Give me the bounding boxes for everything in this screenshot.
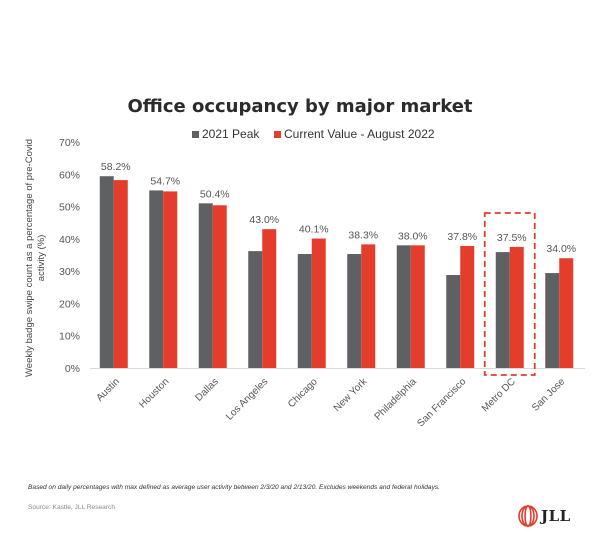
bar-peak-2021-austin xyxy=(99,176,114,368)
x-tick-label: Austin xyxy=(94,376,121,403)
y-tick-label: 50% xyxy=(59,202,80,214)
y-axis-ticks: 0% 10% 20% 30% 40% 50% 60% 70% xyxy=(59,137,80,375)
bar-peak-2021-los-angeles xyxy=(248,251,263,368)
source-note: Source: Kastle, JLL Research xyxy=(28,504,115,511)
bar-current-2022-metro-dc xyxy=(509,246,524,368)
y-axis-label-line-1: Weekly badge swipe count as a percentage… xyxy=(24,139,35,377)
chart: Office occupancy by major market 2021 Pe… xyxy=(24,96,585,430)
bar-peak-2021-san-francisco xyxy=(446,275,461,368)
data-label: 54.7% xyxy=(150,175,180,187)
data-label: 38.3% xyxy=(348,229,378,241)
chart-title: Office occupancy by major market xyxy=(127,96,472,117)
bars xyxy=(99,176,574,368)
data-label: 37.5% xyxy=(497,232,527,244)
y-axis-label-line-2: activity (%) xyxy=(36,235,47,281)
legend: 2021 Peak Current Value - August 2022 xyxy=(192,127,435,141)
data-label: 43.0% xyxy=(249,214,279,226)
y-tick-label: 40% xyxy=(59,234,80,246)
data-label: 34.0% xyxy=(546,243,576,255)
footnote: Based on daily percentages with max defi… xyxy=(28,484,441,491)
data-label: 37.8% xyxy=(447,231,477,243)
x-tick-label: Houston xyxy=(137,376,171,410)
legend-swatch-0 xyxy=(192,131,199,138)
x-tick-label: Metro DC xyxy=(480,376,518,414)
bar-current-2022-philadelphia xyxy=(410,245,425,368)
x-tick-label: Philadelphia xyxy=(373,376,420,423)
data-label: 58.2% xyxy=(101,161,131,173)
x-tick-label: New York xyxy=(332,376,370,414)
bar-peak-2021-dallas xyxy=(198,203,213,368)
y-tick-label: 0% xyxy=(65,363,80,375)
jll-logo-icon xyxy=(518,505,538,527)
bar-peak-2021-san-jose xyxy=(545,273,560,368)
y-axis-label: Weekly badge swipe count as a percentage… xyxy=(24,139,47,377)
bar-current-2022-houston xyxy=(163,191,178,368)
bar-current-2022-san-jose xyxy=(559,258,574,368)
legend-label-0: 2021 Peak xyxy=(202,127,260,141)
bar-current-2022-new-york xyxy=(361,244,376,368)
data-label: 38.0% xyxy=(398,230,428,242)
y-tick-label: 10% xyxy=(59,331,80,343)
legend-label-1: Current Value - August 2022 xyxy=(284,127,435,141)
bar-current-2022-dallas xyxy=(212,205,227,368)
highlight-box xyxy=(483,212,536,376)
y-tick-label: 70% xyxy=(59,137,80,149)
y-tick-label: 20% xyxy=(59,298,80,310)
x-axis-ticks: Austin Houston Dallas Los Angeles Chicago New… xyxy=(94,376,567,430)
bar-peak-2021-new-york xyxy=(347,254,362,368)
y-tick-label: 30% xyxy=(59,266,80,278)
x-tick-label: San Jose xyxy=(530,376,568,414)
bar-peak-2021-metro-dc xyxy=(495,252,510,368)
x-tick-label: San Francisco xyxy=(415,376,468,429)
logo-text: JLL xyxy=(541,507,571,525)
bar-current-2022-san-francisco xyxy=(460,245,475,368)
bar-current-2022-chicago xyxy=(311,238,326,368)
y-tick-label: 60% xyxy=(59,169,80,181)
x-tick-label: Dallas xyxy=(193,376,220,403)
x-tick-label: Chicago xyxy=(286,376,320,410)
data-label: 50.4% xyxy=(200,188,230,200)
data-label: 40.1% xyxy=(299,224,329,236)
bar-peak-2021-chicago xyxy=(297,254,312,368)
bar-current-2022-austin xyxy=(113,180,128,368)
bar-peak-2021-houston xyxy=(149,190,164,368)
bar-peak-2021-philadelphia xyxy=(396,245,411,368)
x-tick-label: Los Angeles xyxy=(224,376,270,422)
legend-swatch-1 xyxy=(274,131,281,138)
bar-current-2022-los-angeles xyxy=(262,229,277,368)
data-labels: 58.2% 54.7% 50.4% 43.0% 40.1% 38.3% 38.0% 37.8%… xyxy=(101,161,576,255)
jll-logo: JLL xyxy=(518,505,571,527)
